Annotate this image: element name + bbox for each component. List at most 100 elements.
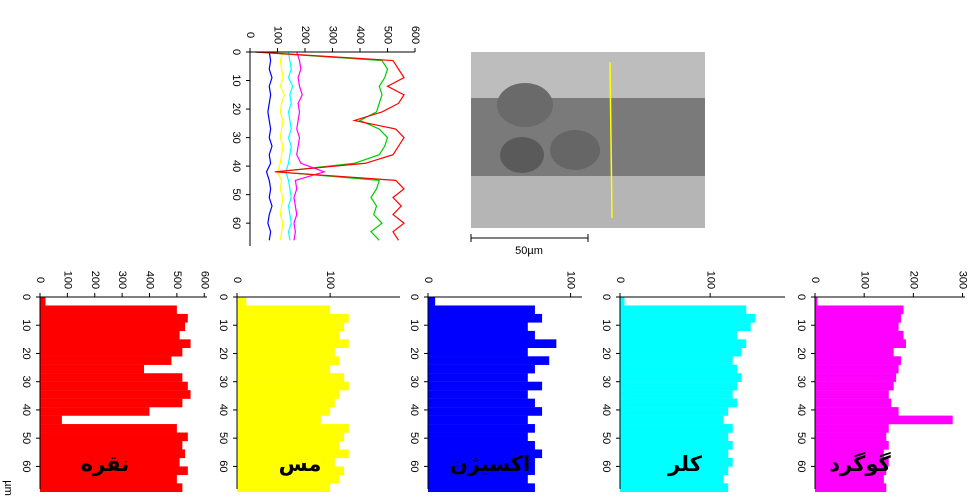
y-tick-label: 20 [795, 347, 807, 359]
bar [40, 313, 188, 323]
y-tick-label: 0 [795, 294, 807, 300]
x-tick-label: 100 [61, 271, 73, 289]
bar [237, 449, 349, 459]
bar [620, 297, 625, 306]
bar [237, 373, 345, 382]
bar [40, 297, 46, 306]
bar [815, 457, 889, 467]
x-tick-label: 600 [409, 26, 421, 44]
bar [237, 322, 345, 332]
y-tick-label: 30 [230, 131, 242, 143]
bar [40, 415, 62, 425]
bar [428, 373, 528, 382]
element-label: کلر [667, 452, 703, 476]
bar [237, 381, 349, 391]
bar [428, 313, 543, 323]
bar [428, 297, 436, 306]
bar [815, 322, 899, 332]
bar [40, 381, 188, 391]
bar [620, 415, 724, 425]
bar [428, 322, 528, 332]
y-tick-label: 10 [600, 319, 612, 331]
bar [40, 449, 186, 459]
bar [815, 356, 902, 365]
bar [620, 347, 742, 357]
bar [620, 313, 756, 323]
image-band [471, 176, 705, 228]
bar [815, 407, 899, 416]
bar [237, 313, 349, 323]
bar [815, 313, 902, 323]
bar [428, 483, 535, 493]
profile-line [255, 51, 405, 241]
x-tick-label: 400 [354, 26, 366, 44]
bar [237, 347, 335, 357]
bar [237, 339, 349, 349]
y-tick-label: 30 [408, 376, 420, 388]
bar [428, 449, 543, 459]
bar [428, 432, 528, 442]
y-tick-label: 10 [795, 319, 807, 331]
bar [620, 305, 747, 315]
y-tick-label: 60 [795, 460, 807, 472]
element-label: مس [279, 452, 322, 476]
sem-image: 50µm [470, 52, 705, 257]
bar [428, 330, 535, 340]
bar [40, 330, 180, 340]
bar [237, 424, 349, 433]
image-blob [550, 130, 600, 170]
bar [428, 305, 535, 315]
bar [620, 474, 724, 484]
bar [428, 339, 557, 349]
x-tick-label: 0 [34, 277, 46, 283]
bar [815, 305, 904, 315]
bar [620, 424, 733, 433]
x-tick-label: 0 [244, 32, 256, 38]
scale-bar-label: 50µm [515, 245, 543, 257]
bar [40, 305, 177, 315]
y-tick-label: 60 [217, 460, 229, 472]
bar [40, 339, 191, 349]
bar [428, 398, 535, 408]
y-tick-label: 40 [20, 404, 32, 416]
bar [815, 364, 899, 374]
bar [815, 373, 897, 382]
x-tick-label: 600 [198, 271, 210, 289]
bar [620, 364, 738, 374]
bar [428, 474, 528, 484]
x-tick-label: 100 [704, 271, 716, 289]
bar [237, 364, 331, 374]
bar [40, 466, 188, 476]
x-tick-label: 0 [231, 277, 243, 283]
bar [620, 322, 751, 332]
bar [815, 483, 887, 493]
bar [428, 457, 535, 467]
bar [815, 474, 884, 484]
bar [428, 466, 535, 476]
bar [620, 432, 729, 442]
bar [815, 466, 887, 476]
bar [620, 449, 729, 459]
bar [815, 390, 889, 399]
bar [815, 347, 894, 357]
x-tick-label: 500 [382, 26, 394, 44]
y-tick-label: 40 [795, 404, 807, 416]
y-tick-label: 20 [20, 347, 32, 359]
bar [237, 407, 331, 416]
bar [620, 441, 733, 450]
profile-line [285, 51, 294, 241]
x-tick-label: 0 [809, 277, 821, 283]
y-tick-label: 30 [600, 376, 612, 388]
x-tick-label: 0 [422, 277, 434, 283]
bar [815, 398, 892, 408]
y-tick-label: 50 [217, 432, 229, 444]
x-tick-label: 300 [116, 271, 128, 289]
y-tick-label: 60 [230, 217, 242, 229]
bar [237, 483, 331, 493]
bar [237, 432, 345, 442]
profile-line [265, 51, 273, 241]
bar [237, 330, 340, 340]
bar [815, 424, 889, 433]
bar [428, 441, 535, 450]
y-tick-label: 10 [408, 319, 420, 331]
